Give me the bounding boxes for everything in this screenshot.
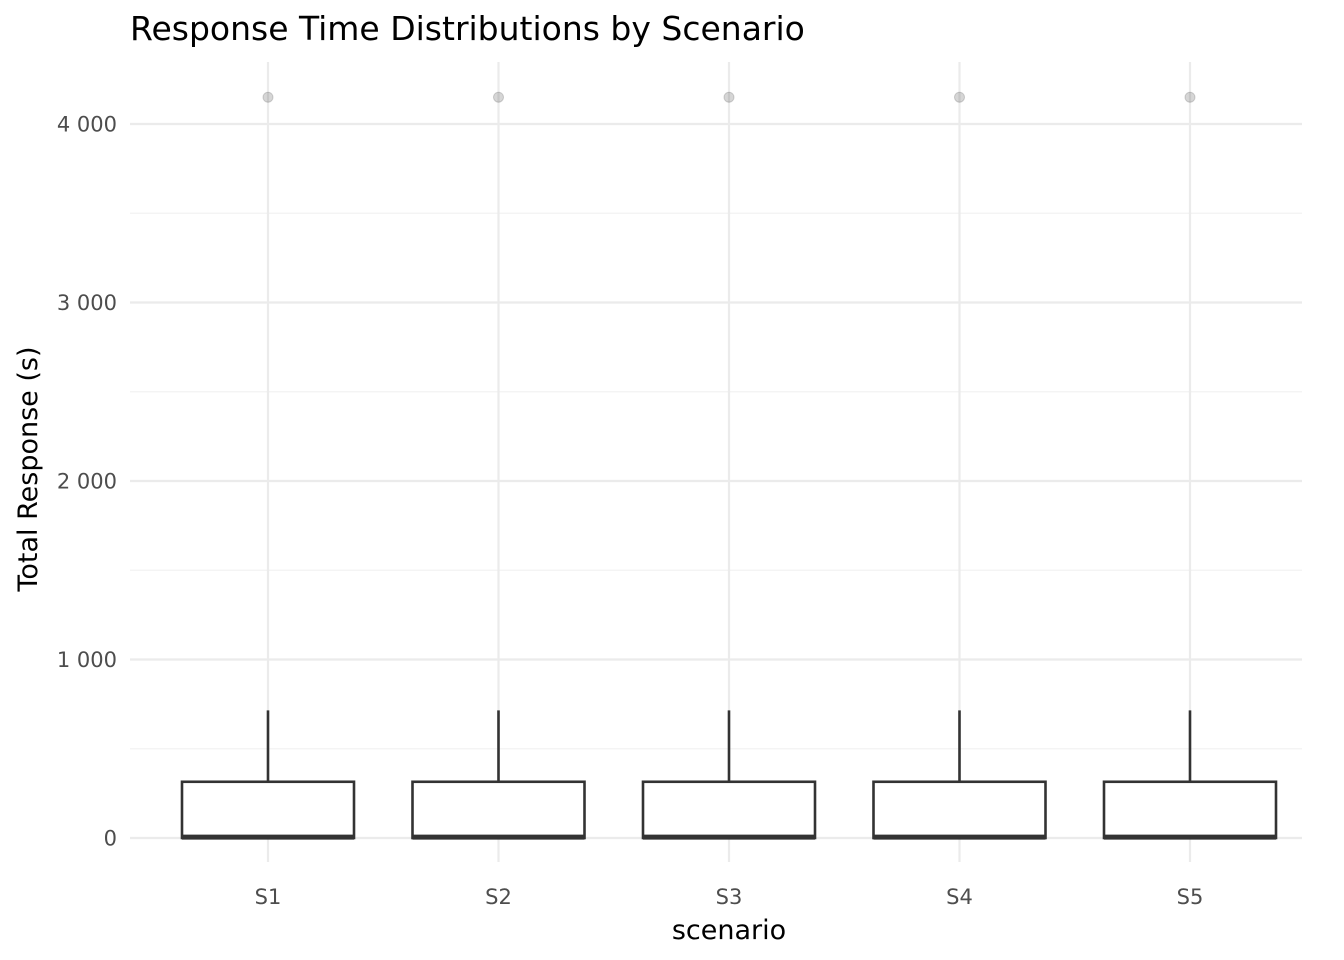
chart-title: Response Time Distributions by Scenario [130,9,805,48]
outlier-point [723,91,735,103]
boxes [180,91,1278,840]
box-body [180,780,356,840]
box-body [411,780,586,840]
box-S3 [641,91,817,840]
box-S5 [1102,91,1278,840]
x-tick-label: S4 [946,885,973,909]
x-axis-title: scenario [672,915,786,946]
outlier-point [954,91,965,103]
box-S1 [180,91,356,840]
x-tick-label: S1 [255,885,282,909]
box-body [1102,780,1278,840]
box-body [872,780,1047,840]
y-tick-label: 1 000 [57,648,117,672]
x-tick-labels: S1 S2 S3 S4 S5 [255,885,1204,909]
box-S4 [872,91,1047,840]
y-tick-label: 2 000 [57,470,117,494]
outlier-point [1184,91,1196,103]
y-tick-label: 4 000 [57,113,117,137]
outlier-point [493,91,504,103]
x-tick-label: S3 [716,885,743,909]
y-axis-title: Total Response (s) [13,346,44,592]
outlier-point [262,91,274,103]
x-tick-label: S2 [485,885,512,909]
box-S2 [411,91,586,840]
y-tick-labels: 0 1 000 2 000 3 000 4 000 [57,113,117,851]
x-tick-label: S5 [1177,885,1204,909]
y-tick-label: 3 000 [57,291,117,315]
box-body [641,780,817,840]
y-tick-label: 0 [104,827,117,851]
grid [130,62,1302,862]
